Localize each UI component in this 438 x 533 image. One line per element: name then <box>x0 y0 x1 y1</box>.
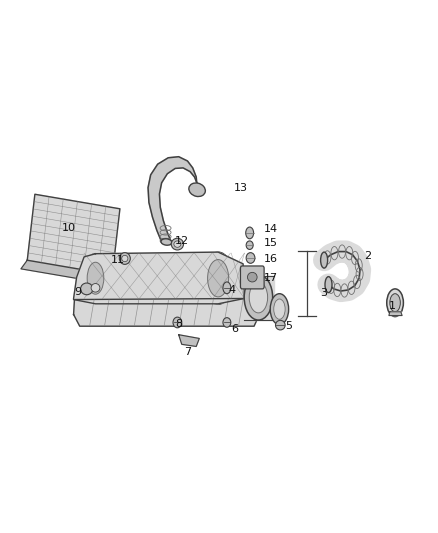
Text: 15: 15 <box>264 238 278 247</box>
Polygon shape <box>389 312 402 316</box>
Polygon shape <box>148 157 198 241</box>
Ellipse shape <box>82 254 109 303</box>
Text: 1: 1 <box>389 302 396 311</box>
Ellipse shape <box>87 262 104 294</box>
Ellipse shape <box>246 241 253 249</box>
Polygon shape <box>244 276 274 320</box>
Text: 5: 5 <box>286 321 293 331</box>
Text: 10: 10 <box>62 223 76 233</box>
Ellipse shape <box>208 260 229 297</box>
Polygon shape <box>74 298 262 326</box>
Ellipse shape <box>325 277 332 293</box>
Ellipse shape <box>246 227 254 239</box>
Ellipse shape <box>246 253 255 263</box>
Text: 14: 14 <box>264 224 278 234</box>
Text: 6: 6 <box>231 325 238 334</box>
Polygon shape <box>74 252 244 304</box>
Text: 8: 8 <box>175 319 182 329</box>
Text: 17: 17 <box>264 273 278 283</box>
Ellipse shape <box>223 318 231 327</box>
Polygon shape <box>27 194 120 275</box>
Ellipse shape <box>81 283 93 295</box>
Ellipse shape <box>244 275 272 320</box>
Text: 13: 13 <box>234 183 248 192</box>
Ellipse shape <box>119 253 130 264</box>
Ellipse shape <box>321 252 328 268</box>
Text: 16: 16 <box>264 254 278 263</box>
Polygon shape <box>179 335 199 346</box>
Ellipse shape <box>161 239 172 245</box>
Ellipse shape <box>223 282 231 294</box>
Ellipse shape <box>390 294 400 312</box>
Text: 2: 2 <box>364 251 371 261</box>
Ellipse shape <box>247 272 257 282</box>
Ellipse shape <box>387 289 403 317</box>
Text: 4: 4 <box>229 286 236 295</box>
Ellipse shape <box>174 241 181 247</box>
Text: 3: 3 <box>321 288 328 298</box>
Text: 11: 11 <box>110 255 124 265</box>
FancyBboxPatch shape <box>240 266 264 289</box>
Ellipse shape <box>203 252 233 304</box>
Ellipse shape <box>270 294 289 325</box>
Text: 9: 9 <box>74 287 81 297</box>
Ellipse shape <box>173 317 182 328</box>
Polygon shape <box>21 260 112 284</box>
Ellipse shape <box>249 282 268 313</box>
Text: 7: 7 <box>184 347 191 357</box>
Text: 12: 12 <box>175 236 189 246</box>
Ellipse shape <box>276 320 285 330</box>
Ellipse shape <box>122 255 128 262</box>
Ellipse shape <box>171 238 184 250</box>
Ellipse shape <box>91 284 100 292</box>
Ellipse shape <box>274 299 285 319</box>
Ellipse shape <box>189 183 205 197</box>
